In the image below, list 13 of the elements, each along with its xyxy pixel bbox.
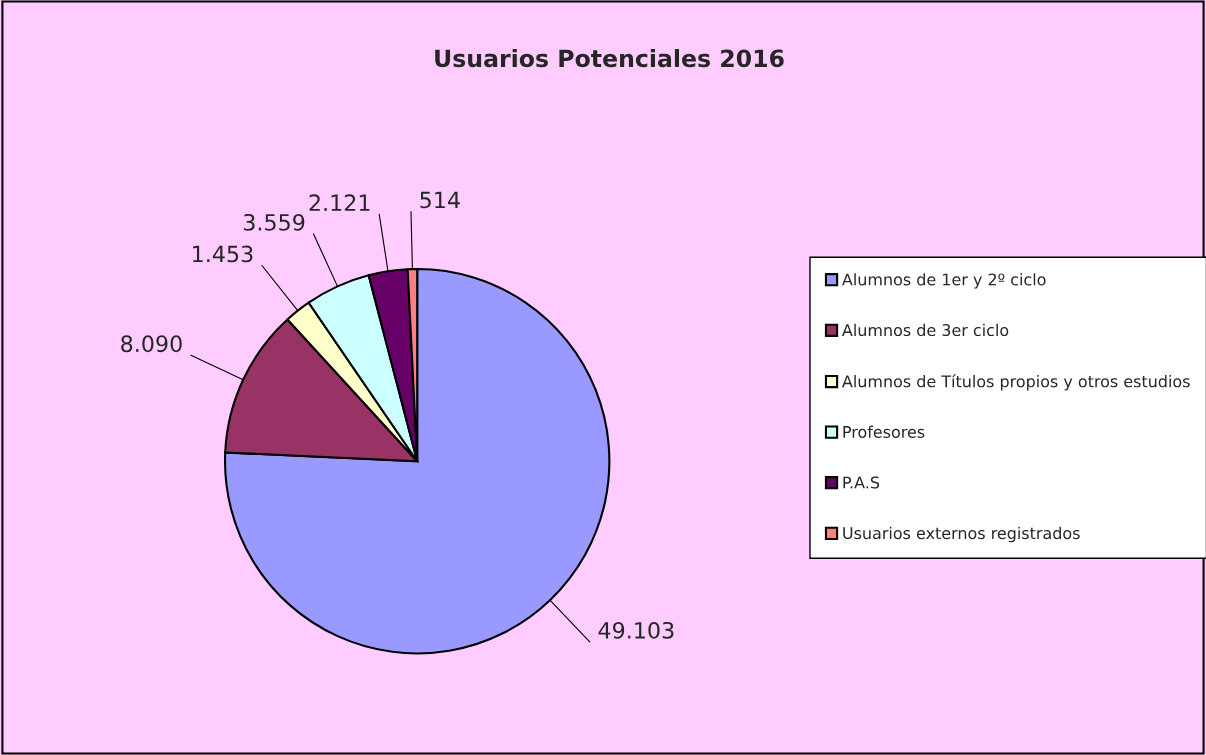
legend-label: Usuarios externos registrados: [843, 526, 1080, 543]
data-label: 2.121: [309, 194, 370, 211]
data-label: 3.559: [243, 213, 305, 231]
data-label: 49.103: [598, 621, 674, 639]
legend-label: Alumnos de 3er ciclo: [842, 323, 1009, 337]
data-label: 8.090: [121, 335, 182, 353]
data-label: 1.453: [193, 245, 253, 263]
chart-title: Usuarios Potenciales 2016: [435, 48, 784, 68]
legend-label: P.A.S: [843, 476, 880, 489]
legend-label: Alumnos de Títulos propios y otros estudios: [842, 374, 1190, 391]
data-label: 514: [420, 191, 460, 209]
legend-label: Alumnos de 1er y 2º ciclo: [842, 273, 1046, 289]
legend-label: Profesores: [843, 425, 925, 438]
